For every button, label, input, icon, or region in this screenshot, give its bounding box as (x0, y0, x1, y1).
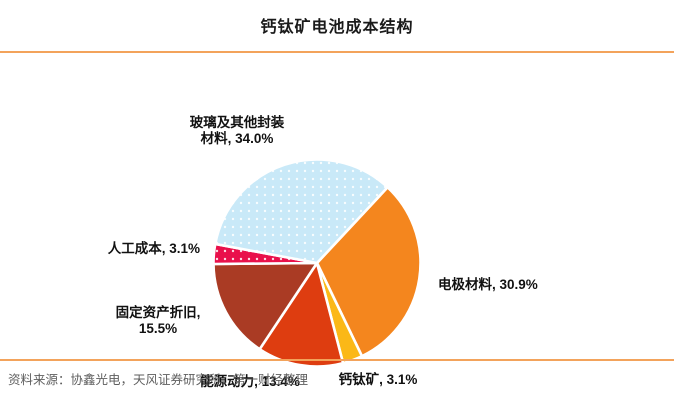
label-glass-line2: 材料, 34.0% (200, 131, 274, 146)
label-fixed-line2: 15.5% (138, 321, 178, 336)
label-energy-text: 能源动力, 13.4% (200, 374, 300, 389)
pie-chart (210, 156, 424, 370)
source-note: 资料来源：协鑫光电，天风证券研究所，第一财经整理 (8, 373, 309, 387)
label-labor-cost: 人工成本, 3.1% (85, 241, 200, 257)
label-perovskite: 钙钛矿, 3.1% (318, 372, 438, 388)
pie-slice-4 (212, 261, 319, 351)
pie-svg (212, 158, 422, 368)
label-fixed-line1: 固定资产折旧, (115, 305, 201, 320)
label-electrode-text: 电极材料, 30.9% (438, 277, 538, 292)
chart-title: 钙钛矿电池成本结构 (260, 19, 414, 36)
label-electrode-material: 电极材料, 30.9% (438, 277, 538, 293)
pie-slice-3 (258, 261, 345, 368)
label-perovskite-text: 钙钛矿, 3.1% (338, 372, 418, 387)
label-labor-text: 人工成本, 3.1% (107, 241, 200, 256)
source-divider-line (0, 359, 674, 361)
label-glass-line1: 玻璃及其他封装 (189, 115, 285, 130)
title-divider-line (0, 51, 674, 53)
pie-chart-area: 玻璃及其他封装 材料, 34.0% 人工成本, 3.1% 固定资产折旧, 15.… (0, 53, 674, 389)
label-energy-power: 能源动力, 13.4% (180, 374, 320, 390)
pie-slice-6 (213, 158, 389, 265)
pie-slices (212, 158, 422, 368)
label-fixed-asset-depreciation: 固定资产折旧, 15.5% (88, 305, 228, 337)
label-glass-packaging: 玻璃及其他封装 材料, 34.0% (150, 115, 324, 147)
